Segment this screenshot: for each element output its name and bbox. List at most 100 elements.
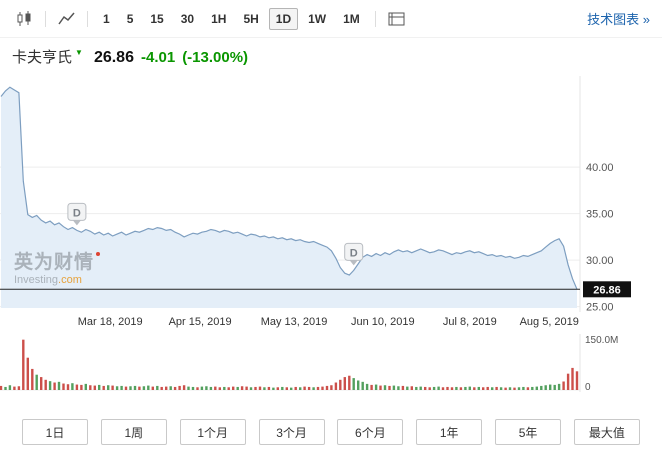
volume-bar [17,386,21,390]
volume-bar [365,383,369,390]
price-chart[interactable]: 40.00 35.00 30.00 25.00 26.86 D D [0,76,662,316]
volume-bar [468,386,471,390]
dividend-marker-badge [67,202,87,221]
price-down-triangle-icon: ▼ [75,48,83,57]
date-axis: Mar 18, 2019 Apr 15, 2019 May 13, 2019 Jun … [0,316,580,332]
volume-bar [285,387,288,390]
volume-bar [142,386,146,390]
volume-bar [0,385,3,390]
technical-chart-link[interactable]: 技术图表 » [587,12,650,27]
range-1w[interactable]: 1周 [100,419,167,445]
range-max[interactable]: 最大值 [573,419,640,445]
volume-bar [272,387,275,390]
price-change: -4.01 [140,49,176,66]
volume-bar [491,387,494,390]
range-1d[interactable]: 1日 [22,419,88,445]
volume-bar [13,386,16,390]
volume-bar [22,339,25,390]
volume-bar [107,385,110,390]
volume-bar [218,387,221,390]
volume-bar [334,382,338,390]
interval-5h[interactable]: 5H [236,8,265,30]
volume-bar [477,386,480,390]
volume-bar [406,386,409,390]
volume-bar [415,386,418,390]
interval-1m[interactable]: 1M [336,8,367,30]
indicator-panel-button[interactable] [384,9,410,29]
volume-bar [486,386,489,390]
y-axis-label: 30.00 [586,255,614,267]
volume-bar [535,386,538,390]
volume-bar [8,385,12,390]
volume-bar [147,385,150,390]
volume-bar [464,386,467,390]
volume-bar [151,386,154,390]
volume-bar [214,386,217,390]
interval-30[interactable]: 30 [174,8,201,30]
price-change-percent: (-13.00%) [182,49,249,66]
volume-bar [80,384,83,390]
volume-bar [249,387,253,390]
volume-bar [357,380,360,390]
interval-1w[interactable]: 1W [301,8,333,30]
volume-bar [165,386,168,390]
volume-bar [321,386,324,390]
volume-axis-top-label: 150.0M [585,335,618,346]
interval-15[interactable]: 15 [143,8,170,30]
volume-bar [499,387,503,390]
volume-bar [133,385,137,390]
volume-chart[interactable]: 150.0M 0 [0,334,662,394]
interval-1[interactable]: 1 [96,8,117,30]
volume-bar [223,386,226,390]
last-price-value: 26.86 [93,49,134,66]
volume-bar [75,384,79,390]
volume-bar [325,385,329,390]
toolbar-divider [374,10,376,27]
volume-bar [209,386,213,390]
volume-bar [299,387,302,390]
volume-bar [191,386,195,390]
volume-bar [343,377,346,390]
interval-selector: 1 5 15 30 1H 5H 1D 1W 1M [96,7,367,30]
volume-bar [437,386,440,390]
range-3m[interactable]: 3个月 [258,419,325,445]
dividend-marker-label: D [73,207,81,219]
volume-bar [419,386,422,390]
volume-bar [120,385,123,390]
volume-bar [392,385,396,390]
volume-bar [348,375,351,390]
volume-bar [62,383,65,390]
volume-bar [410,386,413,390]
last-price-tag [583,281,631,298]
range-6m[interactable]: 6个月 [337,419,404,445]
dividend-marker[interactable]: D [344,242,364,266]
volume-bar [66,384,70,390]
volume-bar [352,378,355,390]
volume-bar [401,385,405,390]
dividend-marker-pointer [72,220,81,226]
dividend-marker[interactable]: D [67,202,87,226]
volume-bar [557,383,561,390]
line-chart-type-button[interactable] [54,9,79,29]
volume-bar [482,387,485,390]
volume-bar [526,387,530,390]
volume-bar [290,387,293,390]
interval-1d[interactable]: 1D [268,7,299,30]
quote-header: 卡夫亨氏 ▼ 26.86 -4.01 (-13.00%) [12,46,248,67]
dividend-marker-label: D [350,247,358,259]
range-1y[interactable]: 1年 [416,419,483,445]
candlestick-chart-type-button[interactable] [12,9,37,29]
volume-bar [316,386,320,390]
interval-5[interactable]: 5 [120,8,141,30]
volume-bar [258,386,262,390]
volume-bar [263,387,266,390]
range-5y[interactable]: 5年 [495,419,562,445]
volume-bar [173,386,177,390]
volume-bar [89,385,92,390]
interval-1h[interactable]: 1H [204,8,233,30]
range-1m[interactable]: 1个月 [179,419,246,445]
volume-bar [129,386,132,390]
volume-bar [31,368,34,390]
volume-bar [4,386,7,390]
